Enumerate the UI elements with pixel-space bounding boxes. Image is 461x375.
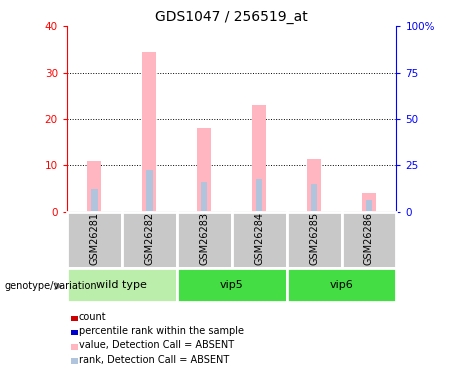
Bar <box>88 161 101 212</box>
Text: GSM26284: GSM26284 <box>254 212 264 266</box>
Bar <box>311 184 317 212</box>
Text: genotype/variation: genotype/variation <box>5 281 97 291</box>
Bar <box>256 179 262 212</box>
Bar <box>201 182 207 212</box>
Bar <box>287 212 342 268</box>
Bar <box>142 52 156 212</box>
Text: GSM26285: GSM26285 <box>309 212 319 266</box>
Bar <box>367 211 370 212</box>
Text: GSM26286: GSM26286 <box>364 212 374 266</box>
Bar <box>91 189 98 212</box>
Text: count: count <box>78 312 106 322</box>
Bar <box>122 212 177 268</box>
Bar <box>148 208 151 212</box>
Bar <box>197 128 211 212</box>
Bar <box>177 268 287 302</box>
Bar <box>287 268 396 302</box>
Bar <box>67 212 122 268</box>
Bar <box>258 210 260 212</box>
Text: rank, Detection Call = ABSENT: rank, Detection Call = ABSENT <box>78 355 229 364</box>
Text: GSM26281: GSM26281 <box>89 212 99 266</box>
Bar <box>313 210 315 212</box>
Text: wild type: wild type <box>96 280 147 290</box>
Bar <box>252 105 266 212</box>
Bar <box>342 212 396 268</box>
Text: percentile rank within the sample: percentile rank within the sample <box>78 326 243 336</box>
Bar <box>307 159 321 212</box>
Text: GSM26283: GSM26283 <box>199 212 209 266</box>
Title: GDS1047 / 256519_at: GDS1047 / 256519_at <box>155 10 308 24</box>
Text: vip5: vip5 <box>220 280 243 290</box>
Bar <box>93 210 96 212</box>
Text: vip6: vip6 <box>330 280 354 290</box>
Bar <box>362 194 376 212</box>
Bar <box>231 212 287 268</box>
Bar <box>177 212 231 268</box>
Bar <box>67 268 177 302</box>
Text: value, Detection Call = ABSENT: value, Detection Call = ABSENT <box>78 340 234 350</box>
Bar <box>203 210 206 212</box>
Bar <box>366 200 372 212</box>
Bar <box>146 170 153 212</box>
Text: GSM26282: GSM26282 <box>144 212 154 266</box>
